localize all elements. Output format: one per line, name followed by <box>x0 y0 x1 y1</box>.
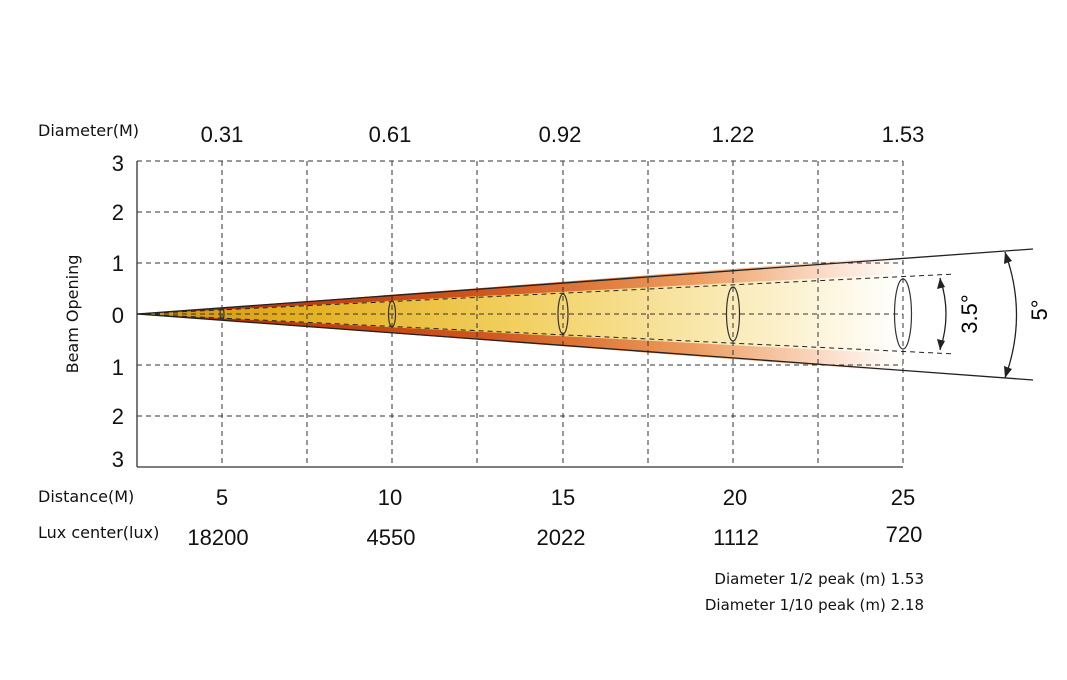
tenth-peak-angle-label: 5° <box>1027 299 1052 320</box>
y-tick: 1 <box>111 355 124 380</box>
distance-value: 5 <box>215 485 229 510</box>
diameter-value: 1.22 <box>711 122 755 147</box>
beam-cross-sections <box>219 278 913 350</box>
half-peak-angle-arc <box>937 277 947 351</box>
tenth-peak-diameter-note: Diameter 1/10 peak (m) 2.18 <box>704 596 924 614</box>
lux-value: 18200 <box>187 525 249 550</box>
half-peak-angle-label: 3.5° <box>957 294 982 333</box>
diameter-row-label: Diameter(M) <box>38 121 139 140</box>
distance-value: 25 <box>890 485 916 510</box>
y-tick: 1 <box>111 251 124 276</box>
half-peak-diameter-note: Diameter 1/2 peak (m) 1.53 <box>714 570 924 588</box>
y-tick: 3 <box>111 151 124 176</box>
lux-value: 1112 <box>713 525 759 550</box>
grid <box>137 160 904 467</box>
tenth-peak-angle-arc <box>1004 251 1018 379</box>
lux-value: 4550 <box>366 525 416 550</box>
lux-value: 720 <box>885 522 923 547</box>
distance-value: 20 <box>722 485 748 510</box>
diameter-value: 0.61 <box>368 122 412 147</box>
y-tick: 2 <box>111 200 124 225</box>
distance-value: 10 <box>377 485 403 510</box>
y-tick: 0 <box>111 303 124 328</box>
distance-row-label: Distance(M) <box>38 487 135 506</box>
lux-value: 2022 <box>536 525 586 550</box>
lux-row-label: Lux center(lux) <box>38 523 160 542</box>
y-tick: 3 <box>111 447 124 472</box>
y-tick: 2 <box>111 404 124 429</box>
distance-value: 15 <box>550 485 576 510</box>
diameter-value: 0.31 <box>200 122 244 147</box>
half-peak-edges <box>136 273 956 355</box>
diameter-value: 1.53 <box>881 122 925 147</box>
diameter-value: 0.92 <box>538 122 582 147</box>
beam-edges <box>136 248 1034 381</box>
y-axis-label: Beam Opening <box>63 255 82 374</box>
